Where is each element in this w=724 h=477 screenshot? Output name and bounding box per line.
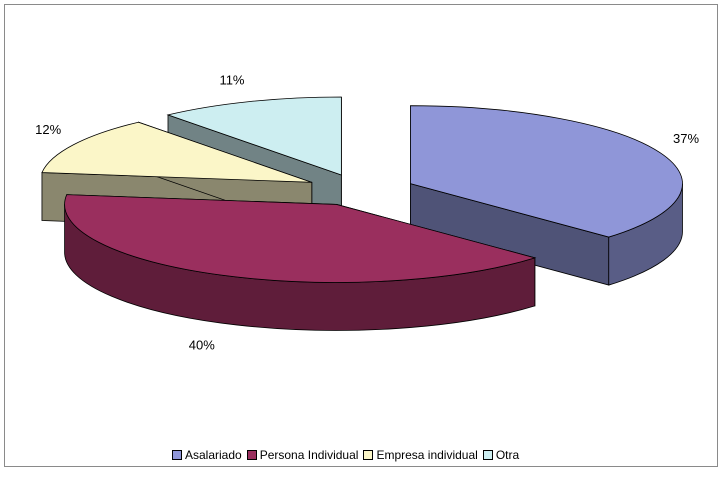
pie-slice-asalariado xyxy=(410,105,683,286)
pie-slice-persona-individual xyxy=(64,194,537,331)
legend-swatch-empresa-individual xyxy=(363,450,374,460)
pie-label-persona-individual: 40% xyxy=(189,338,215,353)
pie-label-asalariado: 37% xyxy=(673,131,699,146)
pie-label-empresa-individual: 12% xyxy=(35,122,61,137)
legend-label-persona-individual: Persona Individual xyxy=(259,448,359,462)
slice-top-empresa-individual xyxy=(41,121,312,183)
legend-item-persona-individual: Persona Individual xyxy=(246,448,359,462)
legend-label-otra: Otra xyxy=(495,448,520,462)
legend-swatch-asalariado xyxy=(172,450,182,460)
chart-area: 37% 40% 12% 11% xyxy=(4,4,718,467)
legend-item-empresa-individual: Empresa individual xyxy=(363,448,478,462)
legend-label-empresa-individual: Empresa individual xyxy=(376,448,478,462)
legend-label-asalariado: Asalariado xyxy=(185,448,242,462)
slice-top-otra xyxy=(166,96,342,176)
pie-chart: 37% 40% 12% 11% xyxy=(35,72,699,353)
legend-swatch-otra xyxy=(482,450,493,460)
legend-item-otra: Otra xyxy=(482,448,520,462)
legend-swatch-persona-individual xyxy=(246,450,257,460)
legend-item-asalariado: Asalariado xyxy=(172,448,242,462)
legend: Asalariado Persona Individual Empresa in… xyxy=(172,445,524,465)
pie-label-otra: 11% xyxy=(219,72,244,87)
slice-top-persona-individual xyxy=(64,194,537,283)
slice-top-asalariado xyxy=(410,105,683,238)
